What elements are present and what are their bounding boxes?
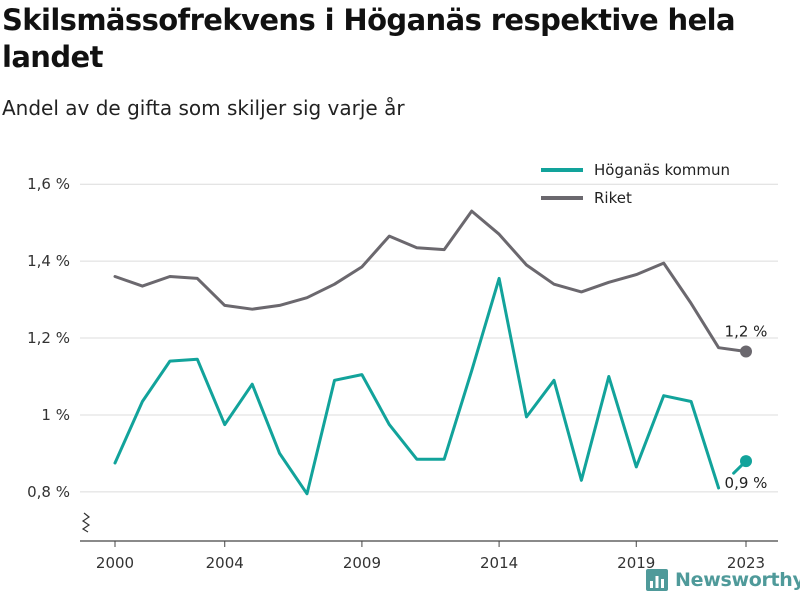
y-tick-label: 1,2 %: [27, 329, 70, 347]
bar-chart-logo-icon: [646, 569, 668, 591]
gridlines: [80, 183, 778, 493]
legend: Höganäs kommun Riket: [541, 161, 730, 207]
y-tick-label: 1,6 %: [27, 175, 70, 193]
x-tick-label: 2023: [727, 554, 765, 572]
tick-labels: 0,8 % 1 % 1,2 % 1,4 % 1,6 % 2000 2004 2009 2014 2…: [27, 175, 767, 572]
y-tick-label: 1,4 %: [27, 252, 70, 270]
axes: [80, 512, 778, 547]
y-tick-label: 0,8 %: [27, 483, 70, 501]
legend-label: Riket: [594, 189, 632, 207]
data-label: 0,9 %: [725, 474, 768, 492]
x-tick-label: 2009: [343, 554, 381, 572]
brand-name: Newsworthy: [675, 569, 800, 591]
series-line-1: [113, 209, 748, 353]
chart-title: Skilsmässofrekvens i Höganäs respektive …: [2, 3, 736, 74]
y-tick-label: 1 %: [41, 406, 70, 424]
series-line-0: [113, 276, 721, 496]
series-end-point: [740, 345, 752, 358]
x-tick-label: 2019: [617, 554, 655, 572]
legend-label: Höganäs kommun: [594, 161, 730, 179]
axis-break-icon: [81, 512, 91, 533]
brand-logo: Newsworthy: [645, 568, 800, 592]
chart-subtitle: Andel av de gifta som skiljer sig varje …: [2, 96, 405, 120]
series-end-point: [740, 455, 752, 468]
data-label: 1,2 %: [725, 323, 768, 341]
x-tick-label: 2000: [96, 554, 134, 572]
x-tick-label: 2004: [206, 554, 244, 572]
x-tick-label: 2014: [480, 554, 518, 572]
series-lines: [113, 209, 752, 496]
